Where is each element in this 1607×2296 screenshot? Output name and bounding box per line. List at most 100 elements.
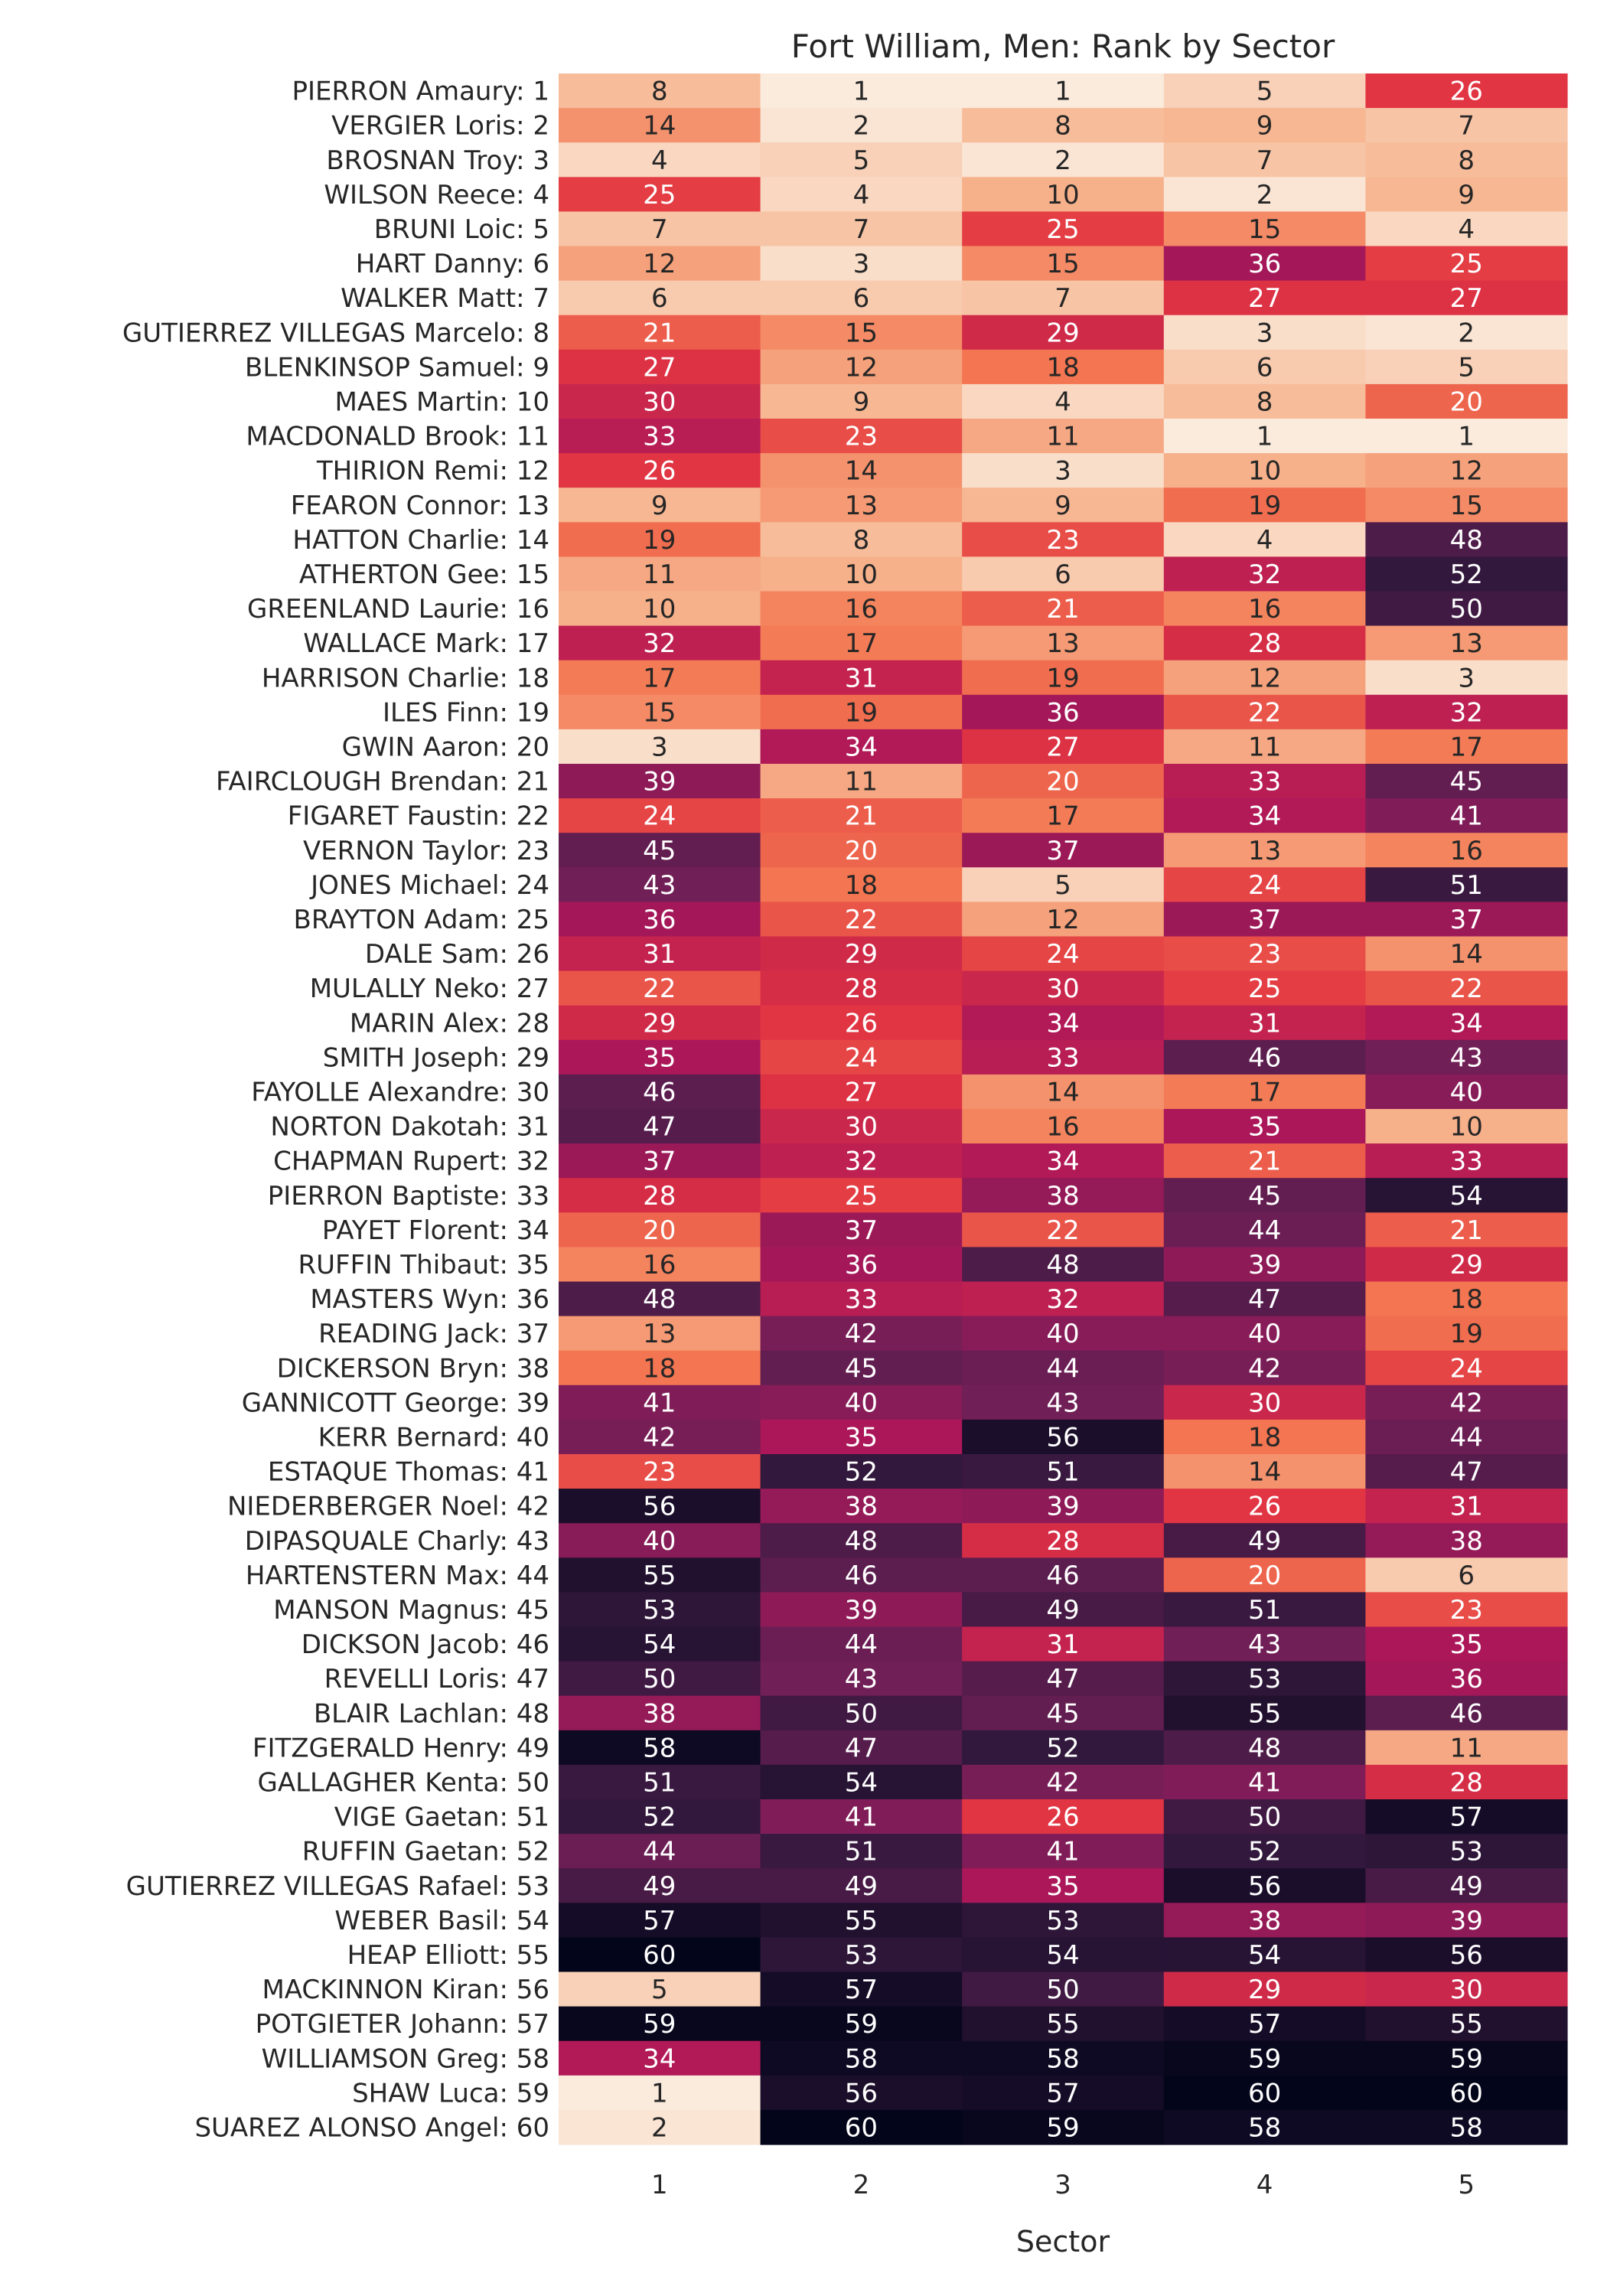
heatmap-cell [1163, 280, 1366, 316]
heatmap-cell [760, 246, 963, 282]
cell-value-label: 42 [1046, 1767, 1079, 1798]
heatmap-cell [1365, 2109, 1568, 2145]
cell-value-label: 52 [1450, 559, 1483, 590]
cell-value-label: 30 [643, 386, 676, 417]
cell-value-label: 51 [643, 1767, 676, 1798]
heatmap-cell [1163, 488, 1366, 523]
cell-value-label: 56 [1046, 1422, 1079, 1453]
row-label: PIERRON Amaury: 1 [292, 77, 549, 107]
cell-value-label: 38 [845, 1492, 878, 1522]
heatmap-cell [760, 2006, 963, 2042]
cell-value-label: 39 [845, 1595, 878, 1626]
heatmap-cell [760, 1489, 963, 1524]
row-label: RUFFIN Gaetan: 52 [302, 1837, 549, 1867]
cell-value-label: 24 [1248, 870, 1281, 901]
heatmap-cell [1365, 453, 1568, 488]
heatmap-cell [760, 1074, 963, 1110]
cell-value-label: 38 [1046, 1181, 1079, 1212]
cell-value-label: 48 [1450, 525, 1483, 556]
heatmap-cell [1365, 1109, 1568, 1144]
heatmap-cell [1365, 315, 1568, 351]
row-label: FITZGERALD Henry: 49 [253, 1733, 549, 1763]
cell-value-label: 46 [845, 1561, 878, 1591]
heatmap-cell [760, 1971, 963, 2007]
cell-value-label: 48 [1248, 1733, 1281, 1763]
heatmap-cell [1163, 591, 1366, 627]
heatmap-cell [559, 1557, 761, 1593]
cell-value-label: 3 [1054, 456, 1071, 487]
cell-value-label: 2 [1458, 318, 1475, 348]
heatmap-cell [1163, 1937, 1366, 1973]
cell-value-label: 54 [1046, 1940, 1079, 1971]
heatmap-cell [559, 108, 761, 143]
heatmap-cell [559, 1247, 761, 1283]
heatmap-cell [1163, 1247, 1366, 1283]
heatmap-cell [559, 1868, 761, 1903]
heatmap-cell [760, 1903, 963, 1938]
heatmap-cell [1163, 764, 1366, 799]
cell-value-label: 43 [643, 870, 676, 901]
cell-value-label: 43 [1248, 1629, 1281, 1660]
heatmap-cell [1163, 1178, 1366, 1213]
cell-value-label: 34 [1046, 1008, 1079, 1039]
heatmap-cell [1365, 902, 1568, 938]
row-label: BLAIR Lachlan: 48 [314, 1698, 549, 1729]
heatmap-cell [962, 1730, 1165, 1766]
heatmap-cell [962, 1074, 1165, 1110]
cell-value-label: 27 [1248, 283, 1281, 314]
heatmap-cell [1163, 383, 1366, 419]
cell-value-label: 57 [1046, 2078, 1079, 2108]
heatmap-cell [962, 1937, 1165, 1973]
heatmap-cell [760, 2040, 963, 2076]
heatmap-cell [1365, 1178, 1568, 1213]
heatmap-cell [962, 1661, 1165, 1697]
cell-value-label: 56 [845, 2078, 878, 2108]
heatmap-cell [559, 729, 761, 765]
heatmap-cell [760, 522, 963, 557]
heatmap-cell [962, 522, 1165, 557]
heatmap-cell [1365, 1316, 1568, 1352]
cell-value-label: 49 [643, 1871, 676, 1902]
cell-value-label: 25 [643, 180, 676, 210]
heatmap-cell [1163, 1868, 1366, 1903]
cell-value-label: 34 [1248, 801, 1281, 832]
cell-value-label: 44 [845, 1629, 878, 1660]
cell-value-label: 60 [845, 2112, 878, 2143]
cell-value-label: 19 [1248, 491, 1281, 521]
heatmap-cell [962, 694, 1165, 730]
heatmap-cell [1163, 73, 1366, 109]
cell-value-label: 57 [643, 1906, 676, 1936]
heatmap-cell [1163, 211, 1366, 247]
heatmap-cell [559, 1454, 761, 1489]
cell-value-label: 46 [1450, 1698, 1483, 1729]
heatmap-cell [1365, 1143, 1568, 1179]
heatmap-cell [559, 1523, 761, 1558]
cell-value-label: 8 [1054, 111, 1071, 142]
heatmap-cell [559, 1212, 761, 1247]
cell-value-label: 50 [643, 1664, 676, 1694]
heatmap-cell [1365, 1350, 1568, 1386]
cell-value-label: 47 [643, 1112, 676, 1143]
heatmap-cell [962, 1799, 1165, 1835]
cell-value-label: 55 [1248, 1698, 1281, 1729]
cell-value-label: 34 [1046, 1146, 1079, 1177]
heatmap-cell [962, 349, 1165, 385]
heatmap-cell [1365, 383, 1568, 419]
cell-value-label: 18 [1248, 1422, 1281, 1453]
heatmap-cell [1365, 1868, 1568, 1903]
row-label: SUAREZ ALONSO Angel: 60 [194, 2112, 549, 2143]
heatmap-cell [1365, 798, 1568, 833]
heatmap-cell [962, 280, 1165, 316]
cell-value-label: 33 [845, 1284, 878, 1315]
cell-value-label: 36 [643, 905, 676, 935]
cell-value-label: 5 [1458, 352, 1475, 383]
heatmap-cell [559, 660, 761, 696]
cell-value-label: 24 [1450, 1353, 1483, 1384]
cell-value-label: 28 [1046, 1526, 1079, 1557]
cell-value-label: 42 [643, 1422, 676, 1453]
heatmap-cell [962, 1868, 1165, 1903]
row-label: POTGIETER Johann: 57 [256, 2009, 549, 2040]
cell-value-label: 17 [1046, 801, 1079, 832]
row-label: RUFFIN Thibaut: 35 [298, 1250, 549, 1280]
heatmap-cell [1365, 1903, 1568, 1938]
